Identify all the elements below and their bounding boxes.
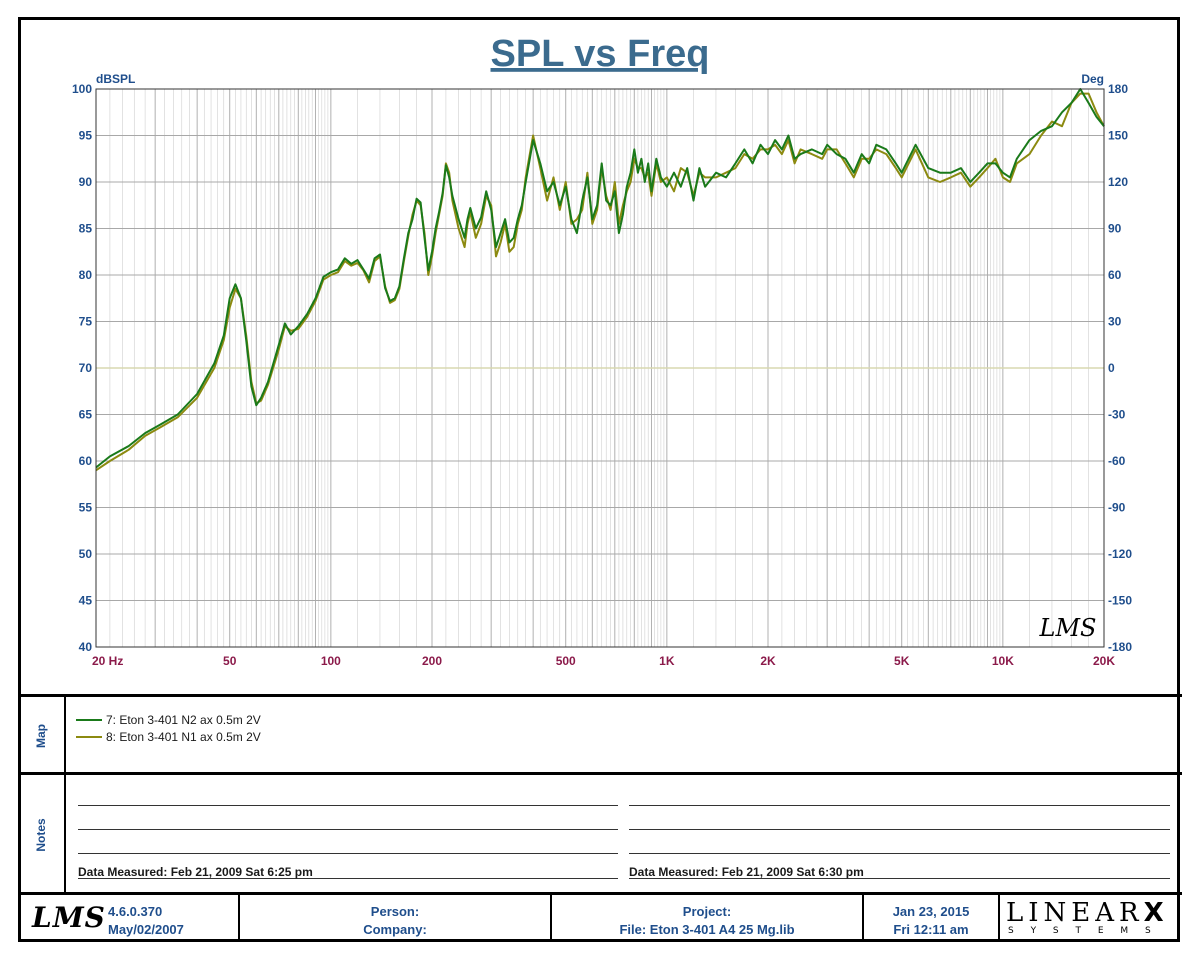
y-tick-label-right: 120: [1108, 175, 1128, 189]
footer-person-cell: Person: Company:: [240, 895, 552, 942]
note-line: [629, 853, 1170, 854]
y-tick-label-left: 65: [79, 408, 93, 422]
y-tick-label-right: 150: [1108, 129, 1128, 143]
series-line: [95, 88, 1105, 469]
version-date: May/02/2007: [108, 922, 184, 937]
y-tick-label-right: 180: [1108, 82, 1128, 96]
x-tick-label: 20 Hz: [92, 654, 123, 668]
x-tick-label: 100: [321, 654, 341, 668]
x-tick-label: 20K: [1093, 654, 1115, 668]
x-tick-label: 5K: [894, 654, 910, 668]
legend-label: 8: Eton 3-401 N1 ax 0.5m 2V: [106, 729, 261, 744]
footer-project-cell: Project: File: Eton 3-401 A4 25 Mg.lib: [552, 895, 864, 942]
y-tick-label-right: 30: [1108, 315, 1122, 329]
notes-panel: Notes Data Measured: Feb 21, 2009 Sat 6:…: [18, 772, 1182, 894]
company-label: Company:: [363, 922, 427, 937]
brand-systems: S Y S T E M S: [1008, 926, 1158, 936]
y-tick-label-left: 75: [79, 315, 93, 329]
y-tick-label-right: -180: [1108, 640, 1132, 654]
chart-title: SPL vs Freq: [491, 33, 710, 75]
footer: LMS 4.6.0.370 May/02/2007 Person: Compan…: [18, 892, 1182, 942]
report-date: Jan 23, 2015: [892, 904, 970, 919]
y-tick-label-left: 70: [79, 361, 93, 375]
y-axis-right-label: Deg: [1081, 72, 1104, 86]
lms-logo: LMS: [32, 901, 106, 934]
report-time: Fri 12:11 am: [893, 922, 969, 937]
note-line: [629, 878, 1170, 879]
project-label: Project:: [682, 904, 732, 919]
brand-x: X: [1143, 898, 1164, 928]
note-line: [629, 829, 1170, 830]
y-tick-label-right: -90: [1108, 501, 1126, 515]
y-tick-label-left: 85: [79, 222, 93, 236]
series-lines: [95, 88, 1105, 472]
plot-border: [95, 88, 1105, 648]
version-text: 4.6.0.370: [108, 904, 163, 919]
note-line: [629, 805, 1170, 806]
x-tick-label: 2K: [760, 654, 776, 668]
x-tick-label: 10K: [992, 654, 1014, 668]
x-tick-label: 200: [422, 654, 442, 668]
y-tick-label-left: 40: [79, 640, 93, 654]
file-label: File: Eton 3-401 A4 25 Mg.lib: [619, 922, 795, 937]
data-measured-right: Data Measured: Feb 21, 2009 Sat 6:30 pm: [629, 865, 864, 879]
map-label: Map: [34, 723, 48, 748]
y-tick-label-left: 90: [79, 175, 93, 189]
person-label: Person:: [370, 904, 420, 919]
map-side-label: Map: [18, 697, 66, 774]
tick-labels: 100 180 95 150 90 120 85 90 80 60 75 30 70 0 65 -30 60 -6…: [72, 82, 1132, 668]
notes-side-label: Notes: [18, 775, 66, 894]
y-tick-label-left: 55: [79, 501, 93, 515]
x-tick-label: 1K: [659, 654, 675, 668]
y-tick-label-left: 80: [79, 268, 93, 282]
y-tick-label-right: -120: [1108, 547, 1132, 561]
y-axis-left-label: dBSPL: [96, 72, 135, 86]
legend-item[interactable]: 8: Eton 3-401 N1 ax 0.5m 2V: [76, 728, 261, 745]
footer-version-cell: LMS 4.6.0.370 May/02/2007: [18, 895, 240, 942]
report-frame: [18, 17, 1180, 942]
lms-watermark: LMS: [1039, 614, 1097, 642]
brand-word: LINEAR: [1006, 898, 1144, 928]
series-line: [95, 92, 1105, 472]
y-tick-label-right: -30: [1108, 408, 1126, 422]
note-line: [78, 853, 618, 854]
y-tick-label-left: 45: [79, 594, 93, 608]
y-tick-label-right: 60: [1108, 268, 1122, 282]
data-measured-left: Data Measured: Feb 21, 2009 Sat 6:25 pm: [78, 865, 313, 879]
spl-chart: SPL vs Freq dBSPL Deg 100 180 95 150 90 120 85…: [72, 33, 1132, 668]
y-tick-label-right: 0: [1108, 361, 1115, 375]
footer-brand-cell: LINEARX S Y S T E M S: [1000, 895, 1182, 942]
x-tick-label: 500: [556, 654, 576, 668]
y-tick-label-right: -150: [1108, 594, 1132, 608]
footer-date-cell: Jan 23, 2015 Fri 12:11 am: [864, 895, 1000, 942]
note-line: [78, 829, 618, 830]
notes-label: Notes: [34, 817, 48, 852]
y-tick-label-right: -60: [1108, 454, 1126, 468]
legend: 7: Eton 3-401 N2 ax 0.5m 2V 8: Eton 3-40…: [76, 711, 261, 745]
legend-item[interactable]: 7: Eton 3-401 N2 ax 0.5m 2V: [76, 711, 261, 728]
x-tick-label: 50: [223, 654, 237, 668]
legend-label: 7: Eton 3-401 N2 ax 0.5m 2V: [106, 712, 261, 727]
note-line: [78, 805, 618, 806]
y-tick-label-left: 95: [79, 129, 93, 143]
legend-swatch: [76, 735, 102, 738]
brand-logo: LINEARX: [1006, 898, 1164, 928]
note-line: [78, 878, 618, 879]
y-tick-label-left: 50: [79, 547, 93, 561]
y-tick-label-right: 90: [1108, 222, 1122, 236]
map-panel: Map 7: Eton 3-401 N2 ax 0.5m 2V 8: Eton …: [18, 694, 1182, 774]
legend-swatch: [76, 718, 102, 721]
y-tick-label-left: 60: [79, 454, 93, 468]
y-tick-label-left: 100: [72, 82, 92, 96]
